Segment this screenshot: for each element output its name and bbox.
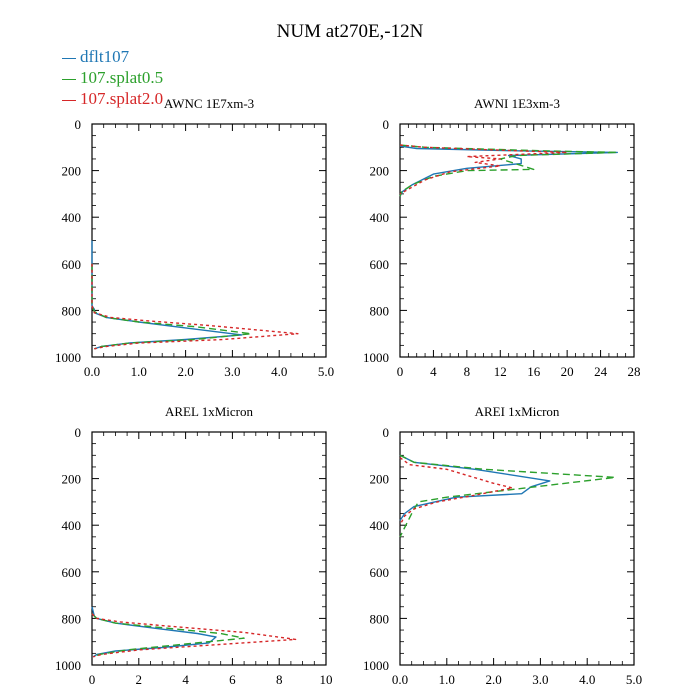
y-tick-label: 800 [62,303,82,318]
panel-title: AREL 1xMicron [165,404,253,419]
x-tick-label: 20 [561,364,574,379]
legend-item: 107.splat2.0 [62,88,163,109]
x-tick-label: 4 [182,672,189,687]
y-tick-label: 800 [62,611,82,626]
series-line-107-splat0-5 [399,454,616,538]
panel-title: AREI 1xMicron [475,404,560,419]
figure-title: NUM at270E,-12N [276,21,424,42]
x-tick-label: 3.0 [532,672,548,687]
x-tick-label: 3.0 [224,364,240,379]
series-line-dflt107 [399,145,618,197]
plot-frame [399,123,635,358]
y-tick-label: 600 [370,565,390,580]
legend-line-icon [62,78,76,80]
legend-label: 107.splat0.5 [80,68,164,87]
series-line-dflt107 [91,240,243,350]
y-tick-label: 200 [62,164,82,179]
x-tick-label: 0.0 [84,364,100,379]
legend-item: dflt107 [62,46,163,67]
legend-line-icon [62,99,76,101]
y-tick-label: 200 [370,472,390,487]
y-tick-label: 400 [370,210,390,225]
series-line-107-splat2-0 [399,457,513,526]
legend-line-icon [62,57,76,59]
x-tick-label: 5.0 [318,364,334,379]
x-tick-label: 2.0 [485,672,501,687]
legend-label: 107.splat2.0 [80,89,164,108]
x-tick-label: 24 [594,364,608,379]
series-line-107-splat2-0 [91,263,299,350]
x-tick-label: 12 [494,364,507,379]
panel-title: AWNI 1E3xm-3 [474,96,560,111]
x-tick-label: 1.0 [439,672,455,687]
x-tick-label: 0 [397,364,404,379]
x-tick-label: 2.0 [177,364,193,379]
y-tick-label: 1000 [363,658,389,673]
y-tick-label: 200 [370,164,390,179]
x-tick-label: 6 [229,672,236,687]
plot-frame [399,431,635,666]
y-tick-label: 800 [370,611,390,626]
y-tick-label: 0 [383,117,390,132]
x-tick-label: 10 [320,672,333,687]
x-tick-label: 16 [527,364,541,379]
y-tick-label: 400 [62,210,82,225]
legend: dflt107 107.splat0.5 107.splat2.0 [62,46,163,109]
y-tick-label: 600 [62,257,82,272]
y-tick-label: 600 [370,257,390,272]
series-line-107-splat0-5 [399,144,618,197]
x-tick-label: 5.0 [626,672,642,687]
series-line-107-splat0-5 [91,613,245,658]
x-tick-label: 4 [430,364,437,379]
x-tick-label: 2 [136,672,143,687]
y-tick-label: 0 [75,117,82,132]
panel-title: AWNC 1E7xm-3 [164,96,254,111]
x-tick-label: 0 [89,672,96,687]
legend-item: 107.splat0.5 [62,67,163,88]
plot-frame [91,123,327,358]
y-tick-label: 0 [383,425,390,440]
y-tick-label: 800 [370,303,390,318]
y-tick-label: 400 [370,518,390,533]
series-line-dflt107 [399,454,551,521]
x-tick-label: 4.0 [579,672,595,687]
x-tick-label: 1.0 [131,364,147,379]
x-tick-label: 28 [628,364,641,379]
series-line-107-splat0-5 [91,263,252,350]
x-tick-label: 0.0 [392,672,408,687]
plot-frame [91,431,327,666]
x-tick-label: 8 [276,672,283,687]
y-tick-label: 400 [62,518,82,533]
series-line-107-splat2-0 [91,613,297,658]
x-tick-label: 8 [464,364,471,379]
legend-label: dflt107 [80,47,130,66]
y-tick-label: 1000 [55,658,81,673]
y-tick-label: 600 [62,565,82,580]
x-tick-label: 4.0 [271,364,287,379]
y-tick-label: 1000 [363,350,389,365]
y-tick-label: 1000 [55,350,81,365]
series-line-107-splat2-0 [399,144,568,195]
y-tick-label: 200 [62,472,82,487]
y-tick-label: 0 [75,425,82,440]
